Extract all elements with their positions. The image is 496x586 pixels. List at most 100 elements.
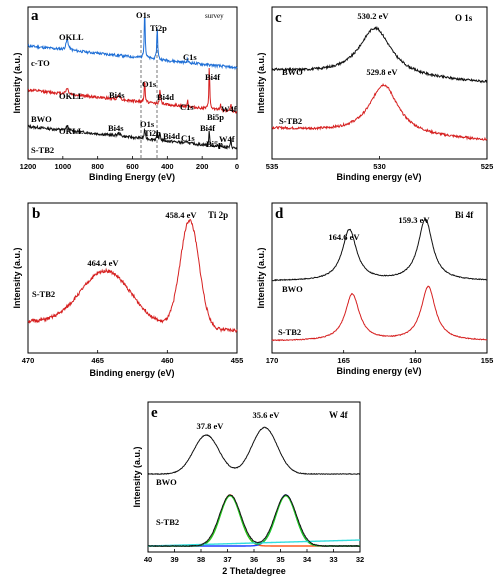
x-tick-label: 39 <box>170 555 178 564</box>
series-label-bwo: BWO <box>282 284 303 294</box>
series-line-bwo <box>147 426 361 476</box>
peak-label-529-8: 529.8 eV <box>366 67 398 77</box>
series-line-fit-component-0 <box>148 494 360 547</box>
peak-label-ti2p: Ti2p <box>150 23 167 33</box>
series-line-fit-component-3 <box>147 539 361 547</box>
series-label-s-tb2: S-TB2 <box>156 517 179 527</box>
x-tick-label: 160 <box>409 356 422 365</box>
panel-a-xlabel: Binding Energy (eV) <box>89 172 175 182</box>
x-tick-label: 155 <box>481 356 494 365</box>
x-tick-label: 530 <box>373 162 386 171</box>
panel-a-frame <box>27 6 238 160</box>
panel-e-curves <box>147 426 361 548</box>
peak-label-w4f: W4f <box>221 104 237 114</box>
x-tick-label: 535 <box>266 162 279 171</box>
panel-e-x-ticks: 40 39 38 37 36 35 34 33 32 <box>144 549 364 564</box>
panel-e-frame <box>147 401 361 553</box>
panel-d-curves <box>271 218 488 342</box>
series-line-bwo <box>271 218 488 282</box>
panel-b-letter: b <box>32 206 40 222</box>
panel-e-corner-label: W 4f <box>329 410 349 420</box>
panel-b-ylabel: Intensity (a.u.) <box>12 247 22 308</box>
x-tick-label: 400 <box>161 162 174 171</box>
series-line-s-tb2 <box>271 285 488 342</box>
peak-label-bi4s: Bi4s <box>109 90 125 100</box>
peak-label-464-4: 464.4 eV <box>87 258 119 268</box>
peak-label-c1s: C1s <box>180 102 194 112</box>
x-tick-label: 465 <box>91 356 104 365</box>
panel-a-ylabel: Intensity (a.u.) <box>12 52 22 113</box>
peak-label-w4f: W4f <box>219 134 235 144</box>
peak-label-bi4d: Bi4d <box>157 92 174 102</box>
panel-a-corner-label: survey <box>205 12 224 20</box>
series-label-bwo: BWO <box>156 477 177 487</box>
panel-c-corner-label: O 1s <box>455 13 473 23</box>
x-tick-label: 1200 <box>20 162 37 171</box>
series-line-s-tb2 <box>271 83 488 141</box>
panel-a: a survey c-TO BWO S-TB2 OKLL O1s Ti2p C1… <box>12 6 239 182</box>
panel-d-frame <box>271 202 488 354</box>
panel-e: e W 4f BWO S-TB2 37.8 eV 35.6 eV 40 39 38 3… <box>132 401 364 576</box>
peak-label-159-3: 159.3 eV <box>398 215 430 225</box>
panel-b-xlabel: Binding energy (eV) <box>89 368 174 378</box>
x-tick-label: 165 <box>337 356 350 365</box>
panel-c-x-ticks: 535 530 525 <box>266 156 494 171</box>
series-label-s-tb2: S-TB2 <box>279 116 302 126</box>
x-tick-label: 0 <box>235 162 239 171</box>
panel-a-x-ticks: 1200 1000 800 600 400 200 0 <box>20 156 239 171</box>
panel-d-letter: d <box>275 206 284 222</box>
series-line-c-to <box>27 16 238 71</box>
peak-label-o1s: O1s <box>136 10 151 20</box>
series-line-fit-component-2 <box>148 495 360 547</box>
panel-d-x-ticks: 170 165 160 155 <box>266 350 494 365</box>
x-tick-label: 38 <box>197 555 205 564</box>
panel-d-ylabel: Intensity (a.u.) <box>256 247 266 308</box>
peak-label-bi4s: Bi4s <box>108 123 124 133</box>
series-label-bwo: BWO <box>31 114 52 124</box>
x-tick-label: 40 <box>144 555 152 564</box>
series-label-s-tb2: S-TB2 <box>32 289 55 299</box>
x-tick-label: 460 <box>161 356 174 365</box>
panel-b-curves <box>27 218 238 333</box>
peak-label-bi4d: Bi4d <box>163 131 180 141</box>
x-tick-label: 200 <box>196 162 209 171</box>
panel-d-xlabel: Binding energy (eV) <box>336 366 421 376</box>
series-label-bwo: BWO <box>282 67 303 77</box>
peak-label-bi4f: Bi4f <box>205 72 220 82</box>
peak-label-35-6: 35.6 eV <box>253 410 281 420</box>
peak-label-458-4: 458.4 eV <box>165 210 197 220</box>
x-tick-label: 800 <box>91 162 104 171</box>
series-line-fit-component-1 <box>148 494 360 547</box>
panel-c-letter: c <box>275 10 282 26</box>
peak-label-ti2p: Ti2p <box>144 128 161 138</box>
peak-label-bi5p: Bi5p <box>207 112 224 122</box>
peak-label-okll: OKLL <box>59 32 84 42</box>
peak-label-okll: OKLL <box>59 91 84 101</box>
peak-label-okll: OKLL <box>59 126 84 136</box>
panel-b: b Ti 2p S-TB2 464.4 eV 458.4 eV 470 465 46… <box>12 202 243 378</box>
x-tick-label: 33 <box>329 555 337 564</box>
series-line-bwo <box>271 25 488 84</box>
x-tick-label: 525 <box>481 162 494 171</box>
panel-c: c O 1s BWO S-TB2 530.2 eV 529.8 eV 535 53… <box>256 6 494 182</box>
peak-label-c1s: C1s <box>183 52 197 62</box>
series-line-s-tb2 <box>27 218 238 333</box>
peak-label-37-8: 37.8 eV <box>197 421 225 431</box>
panel-d-corner-label: Bi 4f <box>455 210 474 220</box>
x-tick-label: 170 <box>266 356 279 365</box>
series-line-s-tb2 <box>27 123 238 150</box>
x-tick-label: 35 <box>276 555 284 564</box>
x-tick-label: 470 <box>22 356 35 365</box>
panel-b-frame <box>27 202 238 354</box>
x-tick-label: 37 <box>223 555 231 564</box>
panel-b-x-ticks: 470 465 460 455 <box>22 350 243 365</box>
panel-e-letter: e <box>151 405 158 421</box>
panel-b-corner-label: Ti 2p <box>208 210 228 220</box>
panel-a-letter: a <box>31 8 39 24</box>
peak-label-bi5p: Bi5p <box>206 139 223 149</box>
series-line-s-tb2 <box>147 494 361 548</box>
peak-label-o1s: O1s <box>140 119 155 129</box>
peak-label-bi4f: Bi4f <box>200 123 215 133</box>
x-tick-label: 600 <box>126 162 139 171</box>
